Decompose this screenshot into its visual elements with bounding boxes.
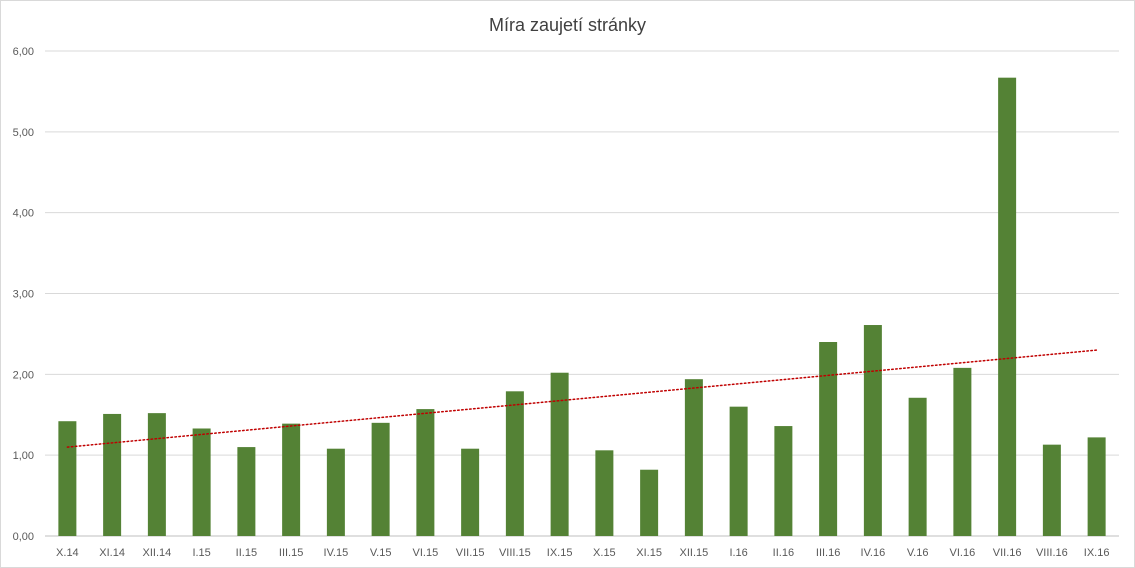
x-tick-label: XI.14 [99,547,125,559]
x-tick-label: XII.15 [680,547,709,559]
y-tick-label: 5,00 [13,127,34,139]
x-tick-label: V.16 [907,547,929,559]
x-tick-label: VII.15 [456,547,485,559]
bar [147,413,166,536]
x-tick-label: X.15 [593,547,616,559]
x-axis-ticks: X.14 XI.14 XII.14 I.15 II.15 III.15 IV.15 V.15 V… [56,547,1109,559]
bar [237,447,256,536]
bar [729,406,748,536]
gridlines [45,50,1119,537]
bar [371,422,390,536]
x-tick-label: X.14 [56,547,79,559]
bar [863,325,882,536]
x-tick-label: I.15 [192,547,210,559]
x-tick-label: II.15 [236,547,257,559]
bar [819,342,838,536]
x-tick-label: V.15 [370,547,392,559]
bar [774,426,793,536]
x-tick-label: XI.15 [636,547,662,559]
bars [58,77,1106,537]
x-tick-label: IV.16 [861,547,886,559]
bar [58,421,77,536]
y-tick-label: 6,00 [13,46,34,58]
trendline [66,349,1098,448]
x-tick-label: VIII.16 [1036,547,1068,559]
x-tick-label: VI.15 [413,547,439,559]
bar [416,409,435,536]
x-tick-label: XII.14 [143,547,172,559]
bar [103,413,122,536]
bar [595,450,614,536]
bar [953,367,972,536]
bar [550,372,569,536]
y-tick-label: 2,00 [13,369,34,381]
x-tick-label: VII.16 [993,547,1022,559]
y-tick-label: 0,00 [13,531,34,543]
x-tick-label: IX.16 [1084,547,1110,559]
bar [998,77,1017,537]
bar [1042,444,1061,536]
y-tick-label: 1,00 [13,450,34,462]
y-axis-ticks: 0,00 1,00 2,00 3,00 4,00 5,00 6,00 [13,46,34,543]
x-tick-label: IX.15 [547,547,573,559]
bar [908,397,927,536]
x-tick-label: II.16 [773,547,794,559]
x-tick-label: VIII.15 [499,547,531,559]
y-tick-label: 3,00 [13,289,34,301]
x-tick-label: VI.16 [950,547,976,559]
x-tick-label: I.16 [729,547,747,559]
bar [461,448,480,536]
bar [505,391,524,536]
bar [640,469,659,536]
x-tick-label: III.16 [816,547,840,559]
bar [326,448,345,536]
bar [192,428,211,536]
bar [282,423,301,536]
x-tick-label: IV.15 [324,547,349,559]
chart-title: Míra zaujetí stránky [488,15,647,35]
bar [1087,437,1106,536]
y-tick-label: 4,00 [13,208,34,220]
bar [684,379,703,536]
trendline-layer [66,349,1098,448]
x-tick-label: III.15 [279,547,303,559]
